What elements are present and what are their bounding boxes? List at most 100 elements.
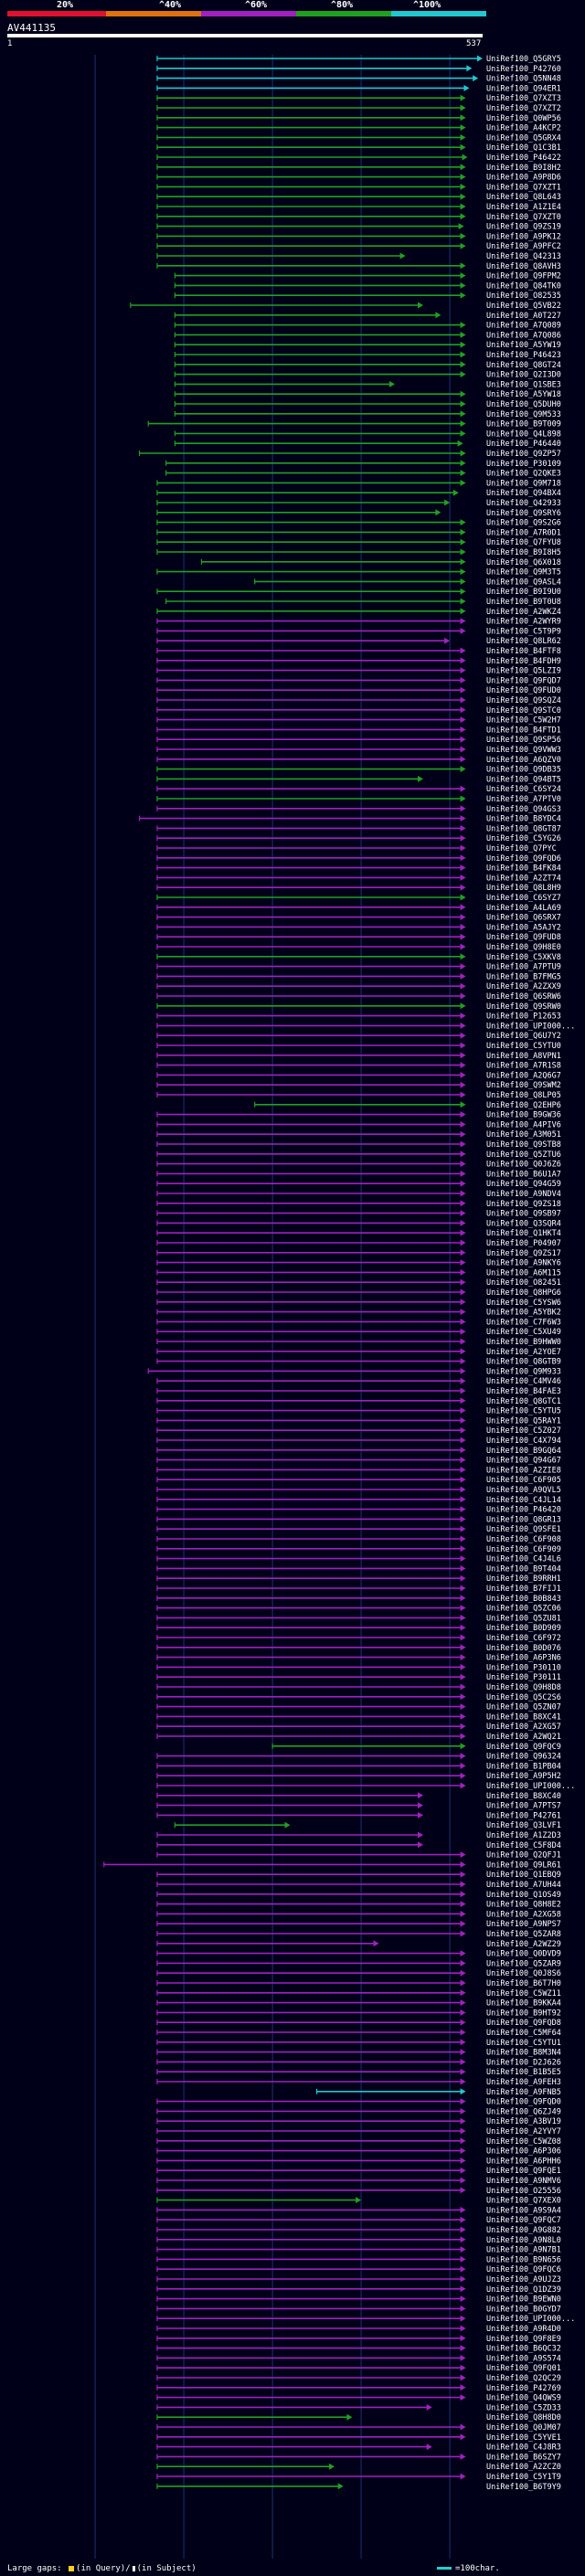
score-color-purple [201,11,296,16]
hit-arrow [460,1180,466,1187]
hit-label: UniRef100_C5WZ11 [486,1989,561,1998]
hit-label: UniRef100_Q9FQ01 [486,2364,561,2373]
hit-label: UniRef100_A9FEH3 [486,2078,561,2087]
hit-arrow [460,2354,466,2361]
hit-arrow [460,2147,466,2155]
query-id: AV441135 [7,22,56,34]
hit-label: UniRef100_C6F908 [486,1535,561,1544]
hit-arrow [460,1161,466,1168]
hit-label: UniRef100_A4PIV6 [486,1120,561,1129]
hit-label: UniRef100_UPI000... [486,1782,575,1791]
hit-arrow [460,2216,466,2223]
hit-label: UniRef100_B6T7H0 [486,1979,561,1988]
hit-label: UniRef100_Q8GTB9 [486,1358,561,1367]
hit-arrow [460,281,466,289]
hit-label: UniRef100_C5YVE1 [486,2433,561,2443]
hit-label: UniRef100_B6U1A7 [486,1170,561,1179]
hit-label: UniRef100_Q2QKE3 [486,470,561,479]
hit-label: UniRef100_Q7XZT3 [486,94,561,103]
hit-label: UniRef100_Q3LVF1 [486,1821,561,1830]
hit-label: UniRef100_Q96324 [486,1753,561,1762]
hit-arrow [460,2345,466,2352]
hit-label: UniRef100_Q94BX4 [486,489,561,498]
hit-label: UniRef100_A9R4D0 [486,2325,561,2334]
hit-arrow [460,2305,466,2312]
hit-arrow [460,1712,466,1720]
hit-label: UniRef100_Q9FQD6 [486,854,561,864]
hit-label: UniRef100_A9S9A4 [486,2206,561,2215]
hit-label: UniRef100_B0D076 [486,1644,561,1653]
hit-arrow [460,1190,466,1197]
hit-arrow [460,2453,466,2460]
hit-arrow [460,834,466,842]
hit-arrow [460,1200,466,1207]
hit-arrow [460,1614,466,1621]
hit-label: UniRef100_A2YOE7 [486,1348,561,1357]
hit-label: UniRef100_A2ZXX9 [486,982,561,991]
hit-arrow [460,1901,466,1908]
hit-arrow [460,657,466,664]
hit-arrow [460,2127,466,2135]
hit-arrow [460,1910,466,1917]
hit-label: UniRef100_B9T404 [486,1564,561,1574]
hit-arrow [460,923,466,930]
hit-arrow [460,1219,466,1226]
hit-arrow [284,1821,291,1829]
hit-label: UniRef100_A9NKY6 [486,1259,561,1268]
query-gap-marker-icon [69,2565,75,2571]
hit-label: UniRef100_Q5ZN07 [486,1703,561,1712]
hit-arrow [473,75,479,82]
hit-label: UniRef100_Q5ZTU6 [486,1150,561,1160]
hit-arrow [460,1101,466,1108]
hit-arrow [460,1042,466,1049]
hit-arrow [460,2009,466,2016]
hit-label: UniRef100_Q9SP56 [486,736,561,745]
hit-arrow [460,272,466,280]
hit-arrow [460,232,466,239]
hit-label: UniRef100_B0D909 [486,1624,561,1633]
hit-label: UniRef100_B4FTF8 [486,647,561,656]
hit-label: UniRef100_A2YVY7 [486,2127,561,2136]
hit-arrow [460,1535,466,1542]
hit-label: UniRef100_B0GYD7 [486,2305,561,2314]
hit-arrow [460,213,466,220]
hit-label: UniRef100_B4FAE3 [486,1387,561,1396]
hit-arrow [460,972,466,980]
hit-arrow [460,2255,466,2263]
hit-arrow [460,1693,466,1701]
hit-label: UniRef100_A3BV19 [486,2117,561,2126]
hit-arrow [460,1288,466,1296]
hit-label: UniRef100_B0B843 [486,1595,561,1604]
hit-arrow [460,1299,466,1306]
hit-label: UniRef100_Q9ZS18 [486,1200,561,1209]
hit-label: UniRef100_Q9STB8 [486,1140,561,1150]
hit-label: UniRef100_Q8GT24 [486,361,561,370]
hit-arrow [460,1229,466,1236]
hit-arrow [460,1891,466,1898]
hit-label: UniRef100_Q9LR61 [486,1860,561,1870]
hit-label: UniRef100_A5YBK2 [486,1309,561,1318]
query-start-tick: 1 [7,39,13,48]
hit-arrow [460,1525,466,1532]
hit-arrow [460,1959,466,1966]
hit-arrow [418,1831,423,1839]
hit-label: UniRef100_A2WKZ4 [486,608,561,617]
hit-label: UniRef100_A6P306 [486,2147,561,2157]
hit-arrow [460,1309,466,1316]
hit-label: UniRef100_A3M051 [486,1130,561,1140]
hit-arrow [460,1683,466,1691]
hit-arrow [460,558,466,566]
hit-arrow [460,2423,466,2431]
hit-label: UniRef100_UPI000... [486,2315,575,2324]
hit-arrow [460,1920,466,1927]
hit-label: UniRef100_Q0J8S6 [486,1969,561,1978]
hit-arrow [460,1851,466,1859]
hit-arrow [460,2374,466,2381]
hit-arrow [460,104,466,111]
hit-label: UniRef100_B9HWW0 [486,1338,561,1347]
score-label-40: ^40% [159,0,182,10]
hit-label: UniRef100_C4J4L6 [486,1555,561,1564]
hit-arrow [460,262,466,270]
hit-label: UniRef100_Q9M718 [486,479,561,488]
hit-label: UniRef100_Q7PYC [486,844,557,853]
